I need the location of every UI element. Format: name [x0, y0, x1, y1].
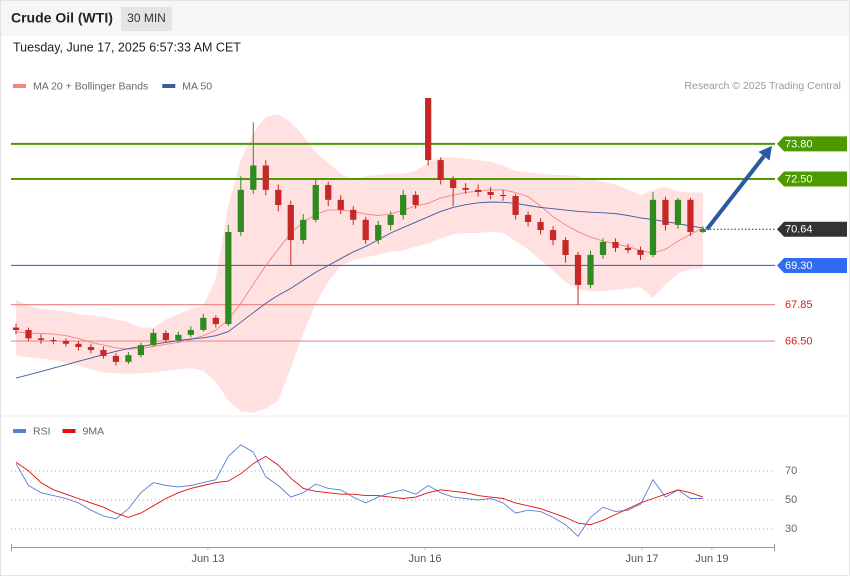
candle-body [687, 199, 694, 232]
candle-body [212, 317, 219, 325]
candle-body [37, 338, 45, 340]
level-tag [777, 257, 847, 273]
candle-body [699, 229, 707, 232]
legend-swatch [162, 84, 176, 88]
candle-body [624, 247, 632, 251]
candle-body [649, 199, 657, 255]
x-tick-label: Jun 13 [191, 553, 224, 565]
candle-body [225, 231, 232, 325]
candle-body [25, 330, 32, 339]
candle-body [524, 214, 532, 222]
candle-body [162, 332, 169, 340]
timeframe-box [121, 7, 172, 31]
candle-body [400, 194, 407, 215]
level-label: 69.30 [785, 260, 813, 272]
candle-body [537, 221, 544, 231]
level-label: 73.80 [785, 138, 813, 150]
candle-body [200, 317, 207, 331]
candle-body [462, 187, 469, 190]
candle-body [12, 327, 20, 331]
y-tick-label: 70 [785, 465, 797, 477]
candle-body [549, 230, 557, 241]
candle-body [125, 355, 132, 362]
moving-average [15, 201, 703, 379]
candle-body [499, 194, 507, 197]
candle-body [387, 214, 394, 225]
candle-body [474, 189, 482, 192]
candle-body [100, 349, 107, 356]
timestamp: Tuesday, June 17, 2025 6:57:33 AM CET [13, 40, 241, 54]
x-tick-label: Jun 19 [695, 553, 728, 565]
candle-body [450, 179, 457, 188]
y-tick-label: 30 [785, 523, 797, 535]
candle-body [175, 334, 182, 340]
candle-body [574, 254, 582, 285]
level-tag [777, 136, 847, 152]
candle-body [612, 241, 619, 248]
legend-swatch [13, 429, 26, 433]
level-label: 72.50 [785, 173, 813, 185]
candle-body [275, 189, 282, 205]
x-tick-label: Jun 16 [409, 553, 442, 565]
candle-body [599, 241, 607, 255]
candle-body [87, 347, 95, 350]
candle-body [250, 165, 257, 190]
level-label: 67.85 [785, 299, 813, 311]
y-tick-label: 50 [785, 494, 797, 506]
projection-arrowhead [758, 145, 772, 161]
candle-body [337, 199, 344, 210]
candle-body [300, 219, 307, 241]
candle-body [137, 345, 145, 356]
legend-label: MA 50 [182, 80, 212, 92]
candle-body [487, 191, 494, 195]
candle-body [50, 339, 57, 342]
candle-body [412, 194, 419, 205]
projection-arrow [705, 154, 766, 231]
level-label: 66.50 [785, 335, 813, 347]
last-price-tag [777, 221, 847, 237]
legend-label: MA 20 + Bollinger Bands [33, 80, 148, 92]
instrument-title: Crude Oil (WTI) [11, 10, 113, 26]
candle-body [262, 165, 269, 190]
legend-swatch [62, 429, 76, 433]
candle-body [325, 184, 332, 200]
candle-body [437, 160, 444, 180]
x-tick-label: Jun 17 [625, 553, 658, 565]
rsi-line [15, 455, 704, 526]
level-tag [777, 171, 847, 187]
candle-body [287, 204, 294, 241]
candle-body [75, 343, 82, 348]
bollinger-band [16, 114, 703, 413]
candle-body [350, 209, 357, 220]
candle-body [62, 341, 70, 344]
candle-body [150, 332, 157, 346]
candle-body [512, 196, 519, 215]
moving-average [15, 189, 704, 350]
candle-body [425, 98, 432, 161]
candle-body [662, 199, 669, 225]
candle-body [312, 184, 319, 220]
candle-body [362, 219, 369, 241]
candle-body [187, 330, 194, 335]
candle-body [637, 250, 644, 255]
candle-body [375, 224, 382, 241]
candle-body [562, 240, 569, 255]
rsi-line [15, 444, 703, 537]
candle-body [112, 355, 120, 362]
candle-body [674, 199, 682, 225]
timeframe: 30 MIN [127, 11, 166, 25]
legend-swatch [13, 84, 26, 88]
candle-body [587, 254, 594, 285]
candle-body [237, 189, 244, 232]
legend-label: RSI [33, 425, 51, 437]
last-price-label: 70.64 [785, 224, 813, 236]
legend-label: 9MA [83, 425, 105, 437]
credit: Research © 2025 Trading Central [684, 80, 841, 92]
